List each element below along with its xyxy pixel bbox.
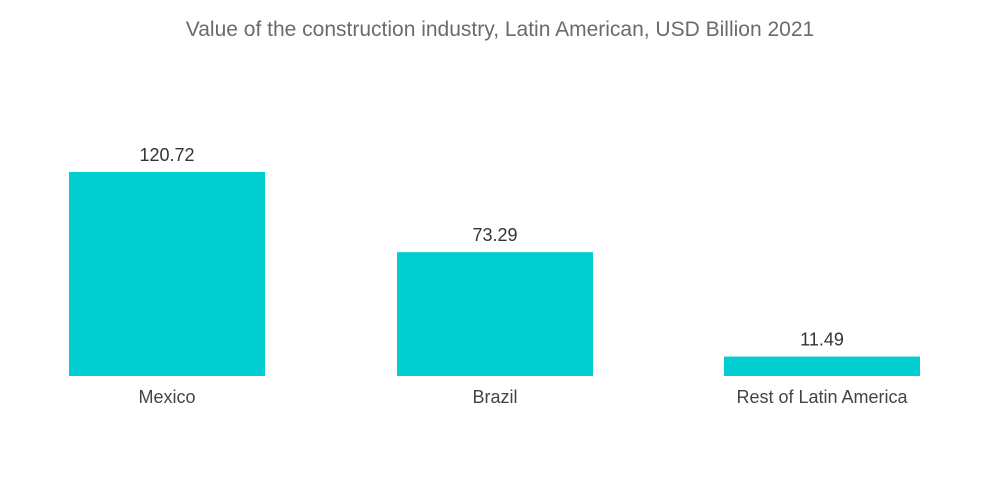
bar-rest-of-latin-america: [724, 356, 920, 376]
category-label: Mexico: [138, 387, 195, 407]
value-label: 73.29: [472, 225, 517, 245]
value-labels-layer: 120.72 73.29 11.49: [139, 145, 843, 350]
value-label: 120.72: [139, 145, 194, 165]
chart-title: Value of the construction industry, Lati…: [185, 18, 815, 41]
bar-brazil: [397, 252, 593, 376]
category-label: Brazil: [472, 387, 517, 407]
bars-layer: [69, 172, 920, 376]
category-label: Rest of Latin America: [736, 387, 908, 407]
bar-mexico: [69, 172, 265, 376]
value-label: 11.49: [800, 330, 844, 350]
category-labels-layer: Mexico Brazil Rest of Latin America: [138, 387, 908, 407]
